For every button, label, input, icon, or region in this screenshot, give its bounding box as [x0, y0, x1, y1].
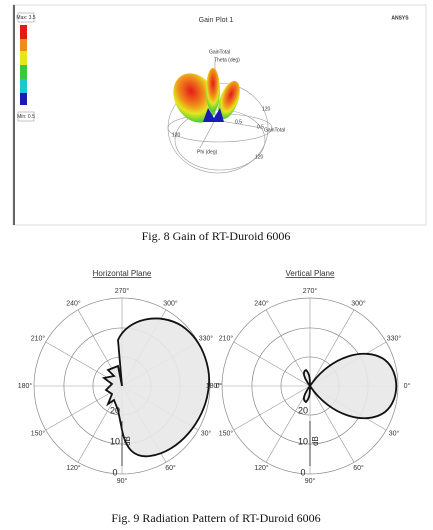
color-legend	[20, 25, 27, 105]
spoke	[233, 385, 311, 431]
spoke	[309, 309, 355, 387]
spoke	[265, 385, 311, 463]
angle-label: 180°	[206, 382, 221, 390]
caption: Fig. 8 Gain of RT-Duroid 6006	[142, 229, 291, 243]
angle-label: 30°	[389, 429, 400, 437]
angle-label: 30°	[201, 429, 212, 437]
angle-label: 60°	[165, 464, 176, 472]
ring-label: 0.5	[257, 124, 264, 130]
angle-label: 330°	[387, 334, 402, 342]
angle-label: 90°	[305, 477, 316, 485]
plot-title: Vertical Plane	[286, 269, 335, 278]
axis-label: GainTotal	[264, 127, 285, 133]
angle-label: 270°	[303, 287, 318, 295]
angle-label: 300°	[163, 300, 178, 308]
ring-label: 120	[172, 132, 181, 138]
angle-label: 0°	[404, 382, 411, 390]
radial-label: 10	[110, 436, 120, 446]
ring-label: 120	[262, 106, 271, 112]
plot-title: Horizontal Plane	[93, 269, 152, 278]
ring-label: 120	[255, 154, 264, 160]
angle-label: 210°	[31, 334, 46, 342]
axis-label: Phi (deg)	[197, 149, 218, 155]
angle-label: 300°	[351, 300, 366, 308]
radial-label: 0	[112, 467, 117, 477]
spoke	[45, 385, 123, 431]
angle-label: 0°	[216, 382, 223, 390]
spoke	[233, 341, 311, 387]
angle-label: 180°	[18, 382, 33, 390]
angle-label: 210°	[219, 334, 234, 342]
figure-8: Gain Plot 1 ANSYS Max: 3.5 Min: 0.5	[12, 4, 427, 226]
angle-label: 90°	[117, 477, 128, 485]
legend-box	[17, 12, 35, 23]
brand: ANSYS	[391, 15, 409, 21]
radiation-pattern	[303, 352, 398, 420]
gain-lobes	[173, 68, 240, 123]
ring-label: 0.5	[235, 119, 242, 125]
angle-label: 150°	[219, 429, 234, 437]
radial-unit: dB	[123, 436, 132, 446]
spoke	[265, 309, 311, 387]
angle-label: 330°	[199, 334, 214, 342]
radiation-pattern	[101, 317, 210, 458]
polar-plot: Vertical Plane 0° 30° 60° 90° 120° 150° 180° 210…	[206, 269, 411, 485]
radial-label: 0	[300, 467, 305, 477]
angle-label: 240°	[66, 300, 81, 308]
axis-label: GainTotal	[209, 49, 230, 55]
legend-box	[17, 111, 35, 122]
caption: Fig. 9 Radiation Pattern of RT-Duroid 60…	[111, 511, 320, 525]
legend-max: Max: 3.5	[16, 15, 35, 21]
angle-label: 120°	[254, 464, 269, 472]
radial-label: 20	[110, 405, 120, 415]
angle-label: 240°	[254, 300, 269, 308]
radial-label: 10	[298, 436, 308, 446]
figure-9: Horizontal Plane 0° 30° 60° 90° 120° 150° 180° 2…	[18, 269, 411, 485]
axis-label: Theta (deg)	[214, 57, 240, 63]
angle-label: 120°	[66, 464, 81, 472]
polar-plot: Horizontal Plane 0° 30° 60° 90° 120° 150° 180° 2…	[18, 269, 223, 485]
angle-label: 60°	[353, 464, 364, 472]
angle-label: 270°	[115, 287, 130, 295]
angle-label: 150°	[31, 429, 46, 437]
radial-label: 20	[298, 405, 308, 415]
legend-min: Min: 0.5	[17, 114, 35, 120]
spoke	[309, 385, 355, 463]
radial-unit: dB	[311, 436, 320, 446]
plot-title: Gain Plot 1	[199, 17, 234, 24]
